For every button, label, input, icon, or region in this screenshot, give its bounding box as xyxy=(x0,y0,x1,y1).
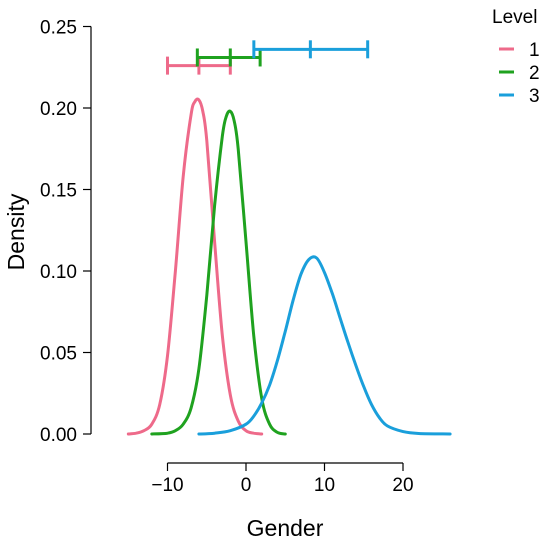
x-tick-label: 20 xyxy=(392,475,413,496)
y-tick-label: 0.25 xyxy=(40,18,77,39)
axes xyxy=(90,26,403,464)
y-tick-label: 0.20 xyxy=(40,99,77,120)
legend-title: Level xyxy=(492,7,537,28)
series-lines xyxy=(126,97,452,436)
y-tick-label: 0.05 xyxy=(40,344,77,365)
legend-label-level-1: 1 xyxy=(529,40,540,61)
interval-level-2 xyxy=(195,48,262,67)
y-axis-title: Density xyxy=(3,193,29,270)
interval-level-1 xyxy=(166,56,232,75)
y-ticks: 0.00 0.05 0.10 0.15 0.20 0.25 xyxy=(40,18,91,446)
legend-label-level-3: 3 xyxy=(529,86,540,107)
legend: Level 123 xyxy=(492,7,540,107)
density-curve-level-2 xyxy=(150,109,287,436)
x-tick-label: 10 xyxy=(314,475,335,496)
interval-level-3 xyxy=(252,40,370,59)
y-tick-label: 0.00 xyxy=(40,425,77,446)
density-curve-level-1 xyxy=(126,97,264,436)
legend-label-level-2: 2 xyxy=(529,63,540,84)
intervals xyxy=(166,40,370,75)
legend-items: 123 xyxy=(499,40,540,107)
x-ticks: −10 0 10 20 xyxy=(151,463,414,496)
density-curve-level-3 xyxy=(197,255,452,436)
x-tick-label: 0 xyxy=(241,475,252,496)
x-tick-label: −10 xyxy=(151,475,183,496)
y-tick-label: 0.15 xyxy=(40,181,77,202)
x-axis-title: Gender xyxy=(247,515,324,541)
y-tick-label: 0.10 xyxy=(40,262,77,283)
